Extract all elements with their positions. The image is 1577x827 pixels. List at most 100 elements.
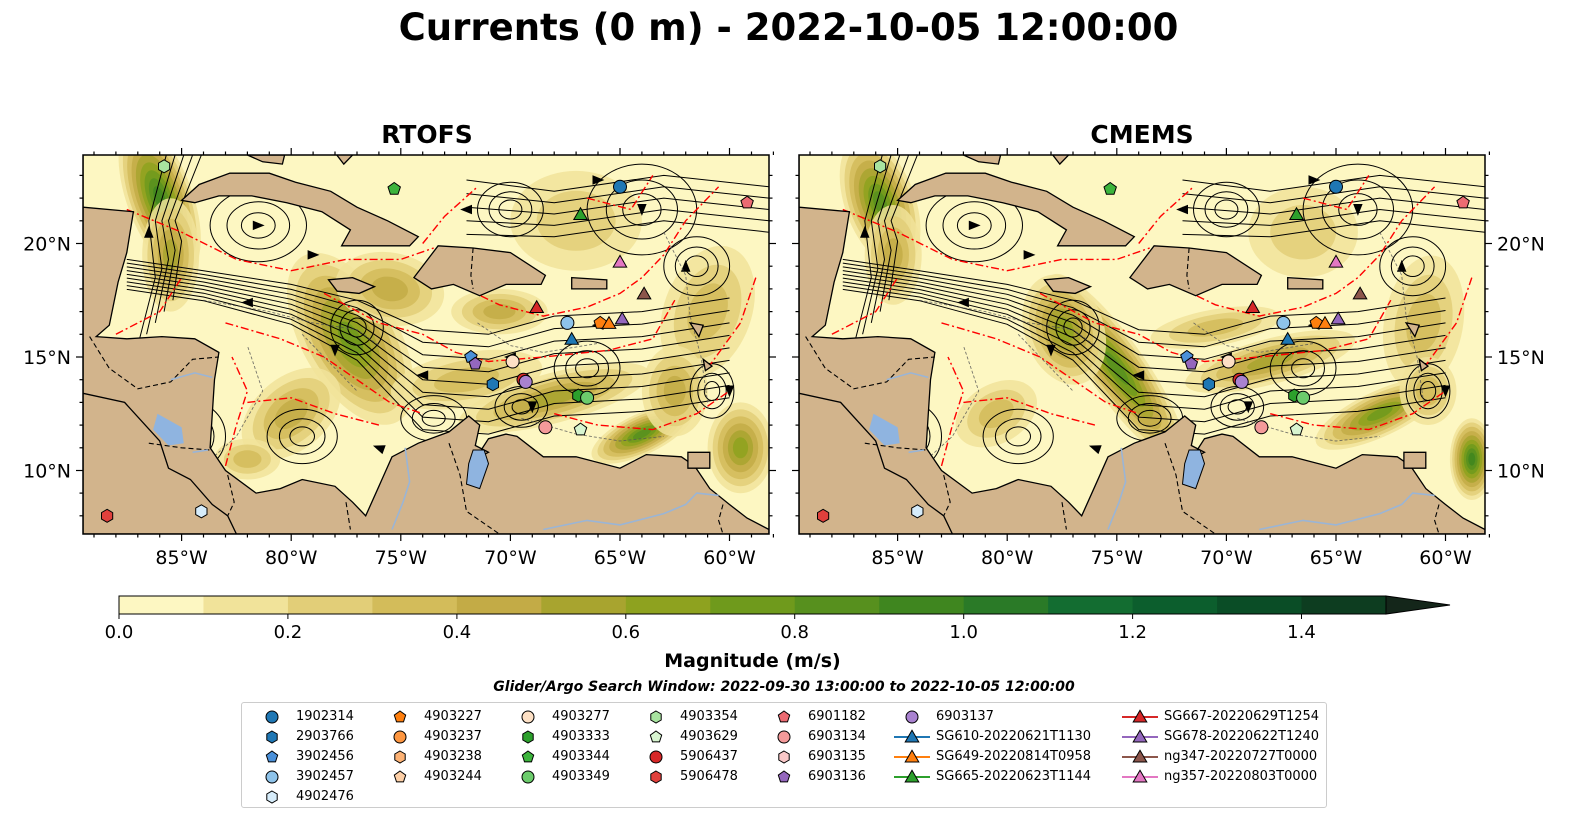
legend-marker-icon <box>266 790 278 804</box>
legend-label: 4903227 <box>424 709 482 724</box>
marker-6903134 <box>1254 420 1269 435</box>
eddy-streamline <box>503 393 539 421</box>
legend-label: 5906437 <box>680 749 738 764</box>
lon-label: 60°W <box>1419 547 1472 569</box>
land-masses <box>799 155 1485 534</box>
legend-label: SG610-20220621T1130 <box>936 729 1092 744</box>
legend-label: 4902476 <box>296 789 354 804</box>
marker-6901182 <box>1456 195 1470 209</box>
map-frame <box>798 154 1486 535</box>
current-speed-shade <box>978 399 1014 429</box>
atlantic-streamline <box>1182 186 1485 204</box>
yucatan-current-streamline <box>853 155 883 346</box>
map-panel-rtofs: 85°W 80°W 75°W 70°W 65°W 60°W 20°N 15°N 10°N <box>23 148 776 569</box>
colorbar-segment <box>287 596 373 614</box>
marker-ng347-20220727T0000 <box>636 286 652 300</box>
panel-title-rtofs: RTOFS <box>381 120 473 149</box>
country-border <box>345 502 351 530</box>
caribbean-current-streamline <box>126 266 730 360</box>
legend-marker-icon <box>521 770 535 784</box>
caribbean-current-streamline <box>126 273 730 385</box>
axis-ticks <box>792 148 1492 541</box>
streamline-arrow <box>252 220 265 231</box>
rivers <box>170 372 719 531</box>
legend-hexagon <box>650 710 662 724</box>
marker-5906478 <box>817 508 830 523</box>
legend-marker-icon <box>393 730 407 744</box>
colorbar-tick-label: 0.0 <box>105 622 134 640</box>
marker-SG610-20220621T1130 <box>564 331 580 345</box>
land-jamaica <box>1043 276 1093 295</box>
eddy-streamline <box>1193 181 1260 238</box>
marker-4903344 <box>1103 181 1117 195</box>
streamline-arrow <box>1308 175 1321 185</box>
marker-4903277 <box>505 354 520 369</box>
legend-circle <box>777 730 791 744</box>
land-florida <box>247 155 286 165</box>
eez-boundary <box>323 292 676 363</box>
current-speed-shade <box>528 388 581 408</box>
land-trinidad <box>1403 451 1427 469</box>
colorbar-segment <box>119 596 204 614</box>
figure-canvas: 85°W 80°W 75°W 70°W 65°W 60°W 20°N 15°N 10°N 85°… <box>23 148 1545 640</box>
streamline-arrow <box>1023 250 1036 260</box>
bathymetry-contour <box>203 299 380 346</box>
eez-boundary <box>1270 390 1446 431</box>
legend-label: 6903136 <box>808 769 866 784</box>
colorbar-tick-label: 0.8 <box>780 622 809 640</box>
land-martinique <box>702 357 714 372</box>
legend-label: 4903349 <box>552 769 610 784</box>
marker-6901182 <box>740 195 754 209</box>
land-cuba <box>896 172 1136 247</box>
caribbean-current-streamline <box>842 266 1446 360</box>
country-border <box>1186 247 1190 289</box>
eddy-streamline <box>278 418 326 455</box>
eddy-streamline <box>1405 363 1451 419</box>
legend-label: 6903134 <box>808 729 866 744</box>
legend-label: ng347-20220727T0000 <box>1164 749 1318 764</box>
legend-hexagon <box>266 790 278 804</box>
streamline-arrow <box>144 225 154 238</box>
lake-nicaragua <box>869 413 900 446</box>
eddy-streamline <box>605 179 679 240</box>
marker-SG610-20220621T1130 <box>1280 331 1296 345</box>
marker-4903277 <box>1221 354 1236 369</box>
search-window-text: Glider/Argo Search Window: 2022-09-30 13… <box>493 679 1075 695</box>
colorbar-segment <box>1217 596 1303 614</box>
eddy-streamline <box>1379 236 1447 297</box>
streamline-arrow <box>1046 344 1056 357</box>
legend-circle <box>649 750 663 764</box>
land-guadeloupe <box>1404 322 1421 339</box>
streamline-arrow <box>1353 204 1363 216</box>
streamline-arrow <box>1176 204 1188 215</box>
current-speed-shade <box>274 398 308 430</box>
marker-4903349 <box>580 390 595 405</box>
land-pacific-low <box>83 392 238 534</box>
observation-markers <box>101 159 754 523</box>
current-speed-shade <box>483 304 516 320</box>
lake-maracaibo <box>465 449 490 490</box>
eddy-streamline <box>1413 372 1443 410</box>
streamline-arrow <box>860 225 870 238</box>
legend-label: 1902314 <box>296 709 354 724</box>
colorbar-segment <box>372 596 458 614</box>
legend-marker-icon <box>777 730 791 744</box>
caribbean-current-streamline <box>126 281 730 410</box>
caribbean-current-streamline <box>842 277 1446 398</box>
country-border <box>148 442 211 451</box>
land-cuba <box>180 172 420 247</box>
marker-SG667-20220629T1254 <box>1245 299 1261 313</box>
yucatan-current-streamline <box>154 155 185 324</box>
current-speed-shade <box>371 276 408 302</box>
current-speed-shade <box>632 428 651 440</box>
legend-marker-icon <box>905 710 919 724</box>
lon-label: 75°W <box>1091 547 1144 569</box>
atlantic-streamline <box>466 174 769 192</box>
river <box>391 447 411 530</box>
atlantic-streamline <box>1182 220 1485 238</box>
current-speed-shade <box>732 437 749 459</box>
colorbar-segment <box>879 596 965 614</box>
streamline-arrow <box>724 385 735 398</box>
marker-SG667-20220629T1254 <box>529 299 545 313</box>
legend-label: SG667-20220629T1254 <box>1164 709 1320 724</box>
